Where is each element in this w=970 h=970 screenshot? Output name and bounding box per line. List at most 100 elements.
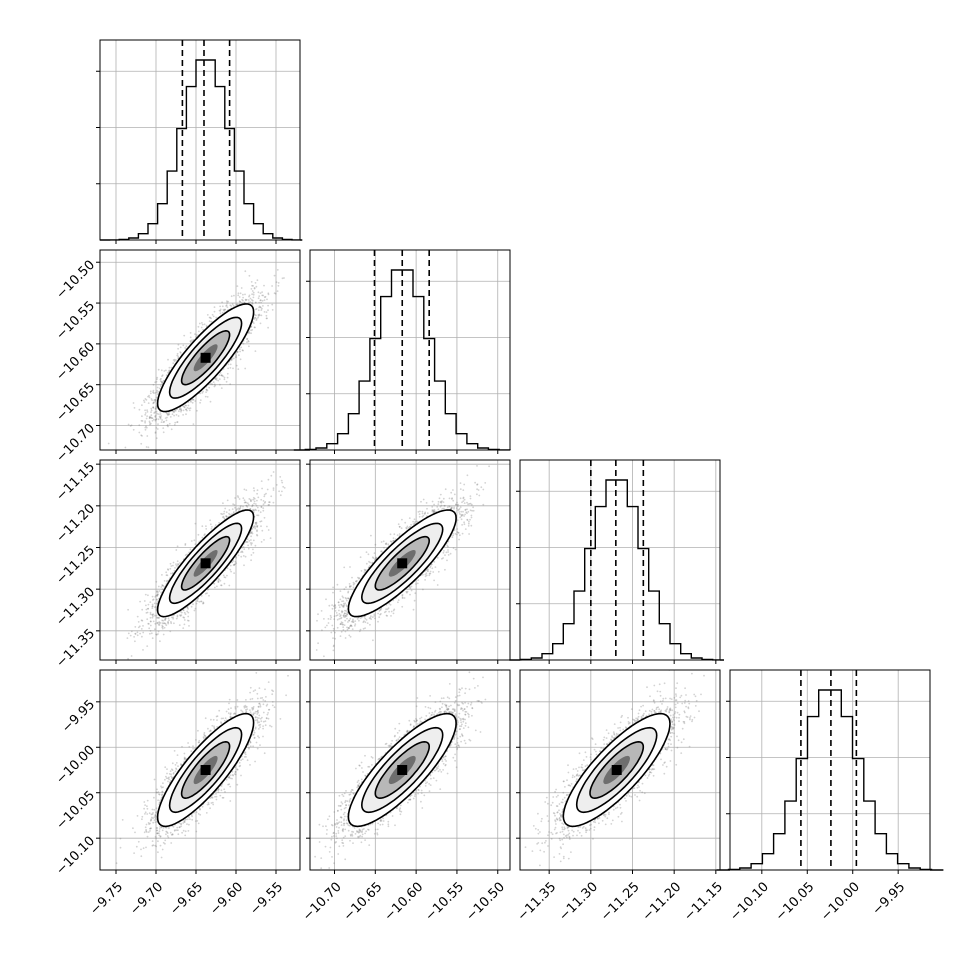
sample-point [198,330,200,333]
sample-point [189,332,192,334]
sample-point [223,518,226,520]
sample-point [154,431,157,434]
sample-point [254,521,257,524]
sample-point [262,294,265,297]
sample-point [237,294,240,297]
sample-point [236,350,239,353]
sample-point [192,339,195,341]
sample-point [170,622,173,625]
sample-point [221,311,224,314]
sample-point [139,632,142,635]
sample-point [182,344,185,347]
sample-point [261,291,263,293]
sample-point [159,416,162,419]
sample-point [221,301,224,304]
sample-point [234,356,237,358]
sample-point [161,381,163,384]
sample-point [155,633,158,636]
sample-point [169,567,172,570]
sample-point [231,358,233,360]
sample-point [151,419,154,422]
sample-point [134,451,136,453]
sample-point [156,412,159,415]
sample-point [257,309,260,312]
sample-point [147,603,150,606]
sample-point [145,399,148,401]
sample-point [256,499,258,502]
sample-point [157,623,160,626]
sample-point [238,348,241,351]
sample-point [144,426,147,429]
sample-point [156,378,158,381]
sample-point [167,621,170,624]
sample-point [194,333,196,335]
sample-point [168,366,171,369]
sample-point [255,523,257,526]
sample-point [221,305,224,308]
sample-point [132,428,135,431]
contour-line [156,303,255,413]
sample-point [157,413,160,415]
sample-point [172,410,174,413]
sample-point [148,415,151,418]
sample-point [248,301,250,304]
sample-point [244,299,247,302]
sample-point [246,338,248,341]
sample-point [230,295,233,298]
sample-point [190,341,192,344]
sample-point [252,487,255,489]
sample-point [183,619,186,621]
sample-point [251,302,254,305]
sample-point [176,421,179,423]
sample-point [265,317,268,320]
sample-point [144,428,147,431]
panel-0-2 [96,459,301,664]
sample-point [184,347,187,349]
sample-point [260,314,263,317]
sample-point [267,292,270,295]
sample-point [231,303,234,305]
sample-point [176,421,179,423]
sample-point [167,413,169,415]
panel-0-1 [96,249,301,454]
sample-point [145,425,147,428]
sample-point [152,406,155,409]
sample-point [132,402,135,404]
sample-point [155,418,158,420]
sample-point [158,415,161,418]
sample-point [174,421,177,424]
sample-point [257,496,260,499]
sample-point [175,359,177,361]
sample-point [215,316,218,319]
sample-point [159,380,162,383]
sample-point [208,594,210,597]
sample-point [151,417,154,420]
sample-point [190,339,193,342]
sample-point [213,310,216,313]
sample-point [253,318,256,320]
sample-point [252,293,255,296]
sample-point [237,292,240,295]
sample-point [205,388,208,391]
sample-point [225,304,228,307]
sample-point [254,302,257,304]
sample-point [273,292,276,294]
sample-point [213,383,216,386]
sample-point [156,376,159,379]
sample-point [237,368,240,370]
sample-point [263,311,266,313]
sample-point [223,576,226,578]
sample-point [210,317,213,320]
sample-point [129,425,132,427]
sample-point [212,381,215,383]
sample-point [219,309,222,312]
sample-point [205,324,208,327]
sample-point [149,632,151,635]
sample-point [153,418,155,421]
sample-point [252,551,255,554]
sample-point [265,314,268,317]
sample-point [172,359,175,361]
sample-point [150,414,153,417]
sample-point [163,585,166,588]
sample-point [147,607,149,610]
